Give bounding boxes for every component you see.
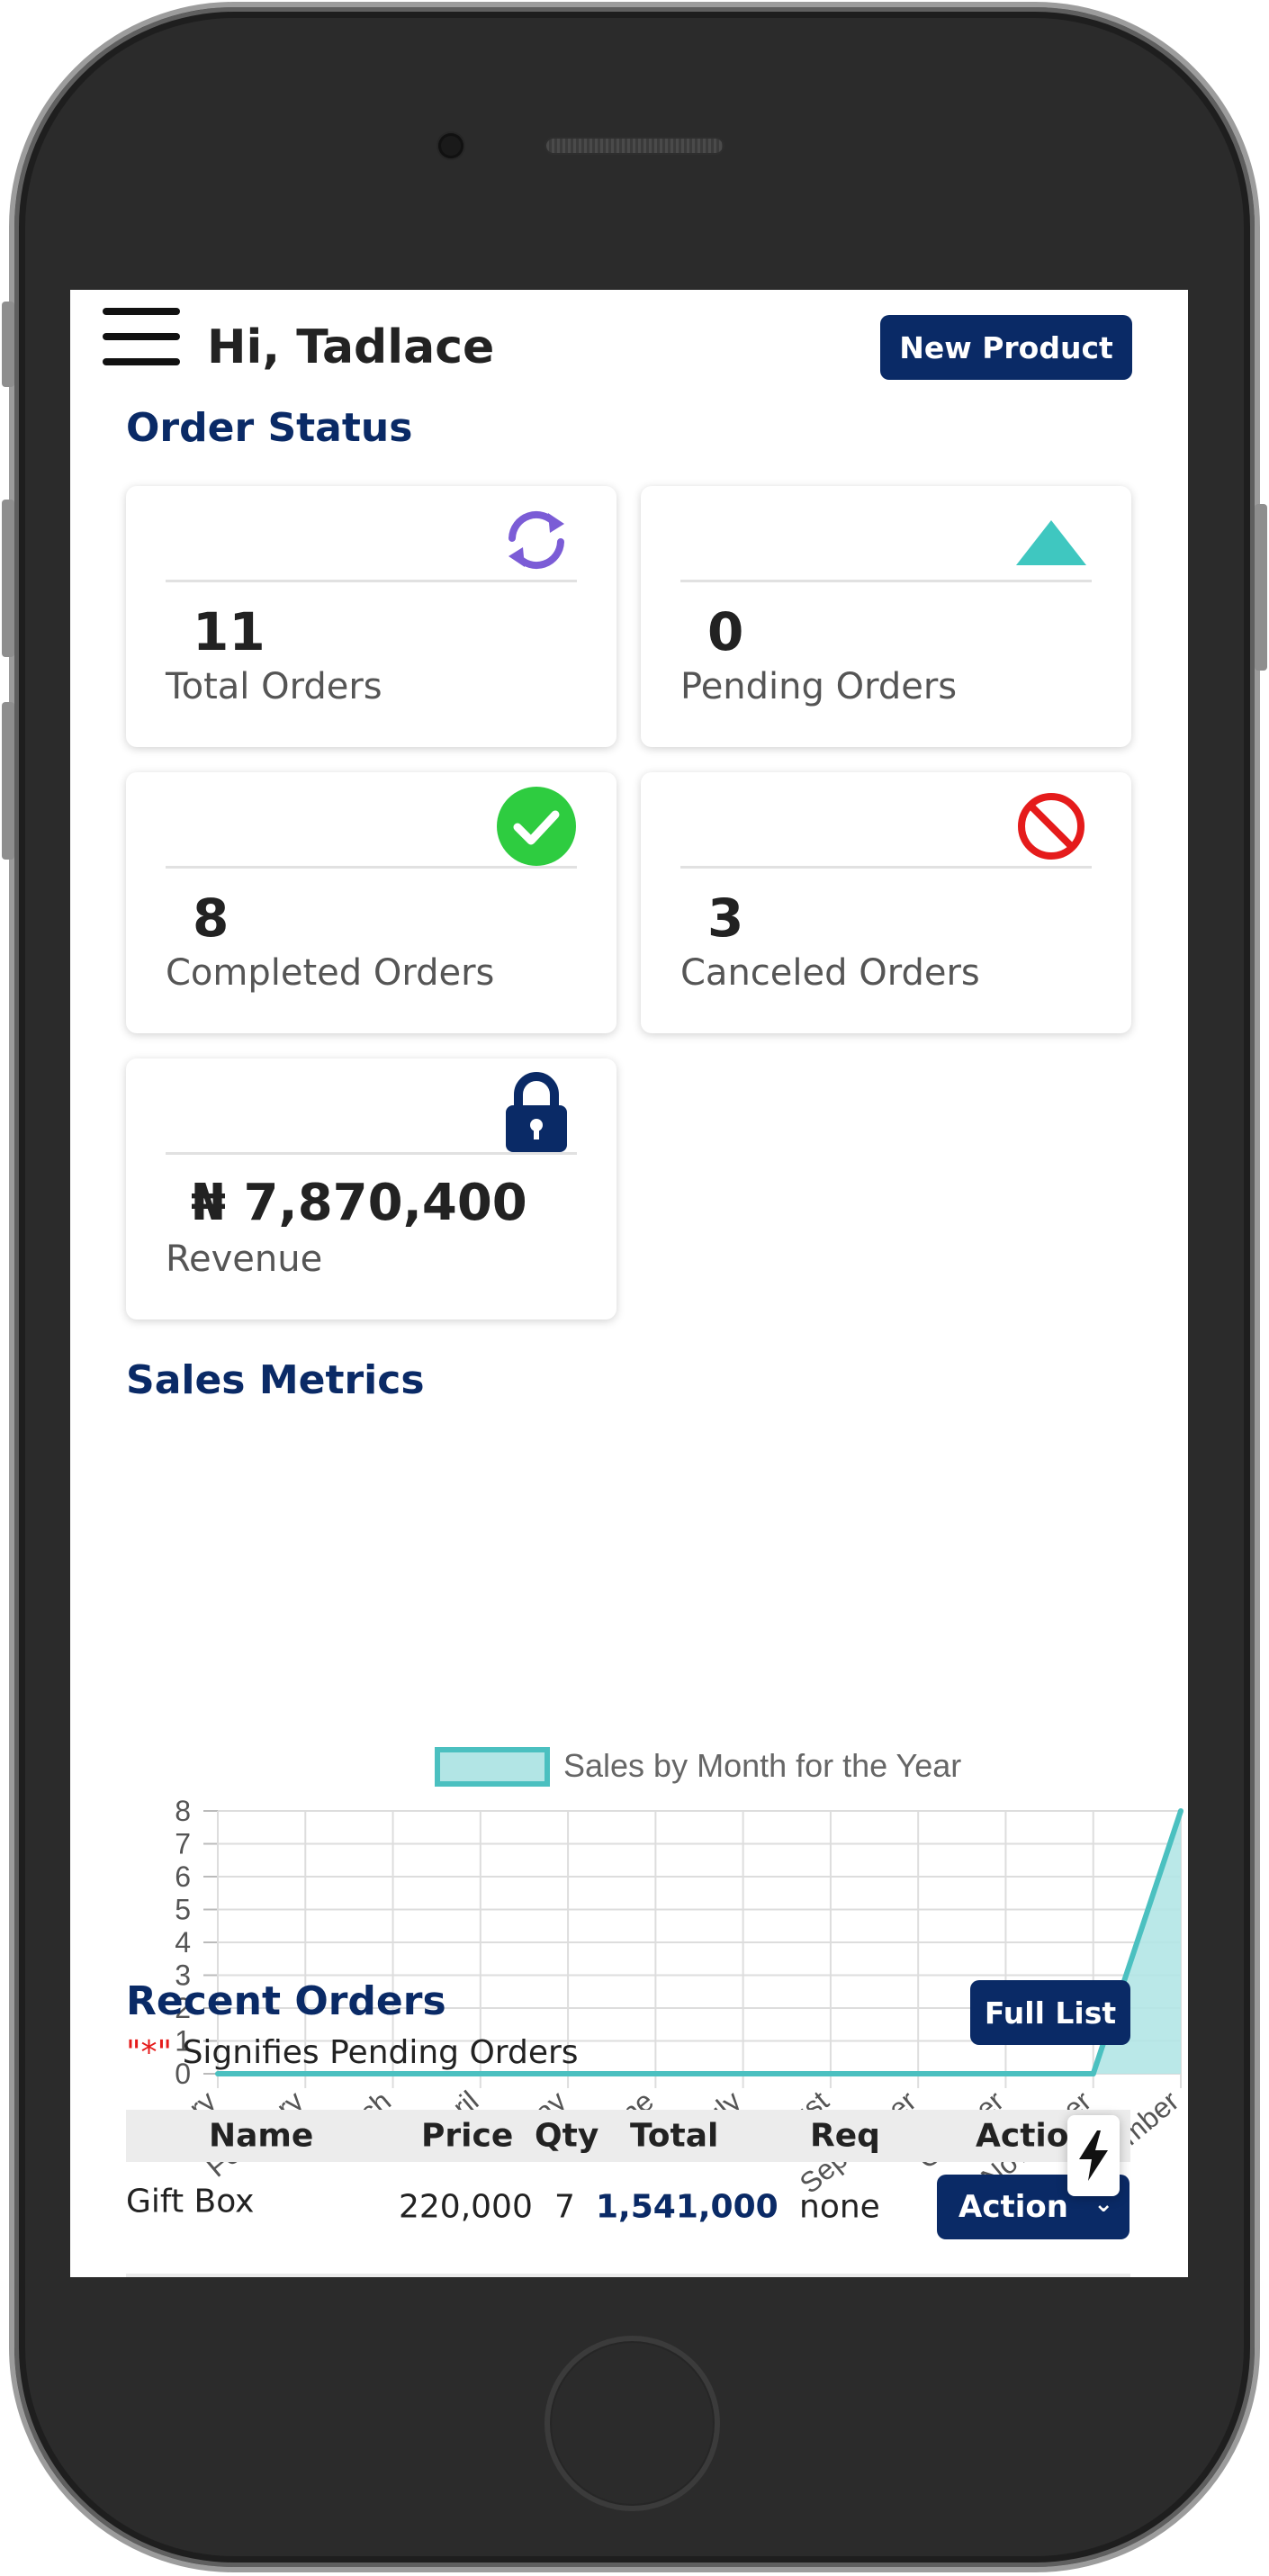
stat-value: 8 bbox=[193, 887, 230, 949]
refresh-icon bbox=[496, 504, 577, 576]
stat-card-canceled-orders: 3 Canceled Orders bbox=[641, 772, 1131, 1033]
table-footer-bar bbox=[126, 2274, 1130, 2277]
card-divider bbox=[166, 580, 577, 582]
lock-icon bbox=[496, 1072, 577, 1152]
action-dropdown-button[interactable]: Action ⌄ bbox=[937, 2175, 1130, 2239]
y-tick-label: 1 bbox=[175, 2025, 191, 2058]
order-req: none bbox=[799, 2188, 880, 2226]
table-row: Gift Box 220,000 7 1,541,000 none bbox=[126, 2162, 1130, 2252]
data-point bbox=[827, 2071, 833, 2076]
y-tick-label: 3 bbox=[175, 1959, 191, 1992]
recent-orders-title: Recent Orders bbox=[126, 1978, 446, 2024]
y-tick-label: 4 bbox=[175, 1926, 191, 1959]
home-button[interactable] bbox=[544, 2336, 720, 2511]
card-divider bbox=[680, 580, 1092, 582]
phone-side-button bbox=[2, 500, 14, 657]
card-divider bbox=[166, 1152, 577, 1155]
data-point bbox=[1003, 2071, 1009, 2076]
column-header-total: Total bbox=[630, 2117, 719, 2155]
full-list-button[interactable]: Full List bbox=[970, 1980, 1130, 2045]
column-header-name: Name bbox=[209, 2117, 314, 2155]
y-tick-label: 8 bbox=[175, 1795, 191, 1827]
phone-side-button bbox=[1255, 504, 1267, 671]
order-name: Gift Box bbox=[126, 2183, 255, 2220]
column-header-action: Actio bbox=[976, 2117, 1069, 2155]
triangle-up-icon bbox=[1011, 504, 1092, 576]
y-tick-label: 0 bbox=[175, 2058, 191, 2090]
column-header-qty: Qty bbox=[535, 2117, 599, 2155]
chevron-down-icon: ⌄ bbox=[1094, 2191, 1113, 2218]
data-point bbox=[915, 2071, 922, 2076]
lightning-icon[interactable] bbox=[1067, 2115, 1120, 2196]
stat-value: 0 bbox=[707, 601, 744, 662]
column-header-req: Req bbox=[810, 2117, 880, 2155]
y-tick-label: 5 bbox=[175, 1894, 191, 1926]
check-circle-icon bbox=[496, 787, 577, 866]
legend-swatch bbox=[435, 1747, 550, 1787]
data-point bbox=[565, 2071, 572, 2076]
stat-label: Pending Orders bbox=[680, 666, 958, 707]
stat-label: Completed Orders bbox=[166, 952, 495, 994]
pending-note: "*" Signifies Pending Orders bbox=[126, 2034, 579, 2071]
ban-icon bbox=[1011, 790, 1092, 862]
data-point bbox=[1178, 1808, 1184, 1814]
greeting-title: Hi, Tadlace bbox=[207, 320, 495, 374]
stat-label: Revenue bbox=[166, 1238, 323, 1280]
stat-label: Canceled Orders bbox=[680, 952, 980, 994]
pending-note-star: "*" bbox=[126, 2034, 173, 2071]
y-tick-label: 7 bbox=[175, 1828, 191, 1860]
legend-label: Sales by Month for the Year bbox=[563, 1747, 961, 1784]
pending-note-text: Signifies Pending Orders bbox=[172, 2034, 579, 2071]
order-status-title: Order Status bbox=[126, 405, 413, 451]
stat-value: 3 bbox=[707, 887, 744, 949]
column-header-price: Price bbox=[421, 2117, 514, 2155]
stat-card-completed-orders: 8 Completed Orders bbox=[126, 772, 616, 1033]
stat-card-pending-orders: 0 Pending Orders bbox=[641, 486, 1131, 747]
y-tick-label: 2 bbox=[175, 1992, 191, 2024]
menu-icon[interactable] bbox=[103, 308, 180, 365]
card-divider bbox=[166, 866, 577, 869]
data-point bbox=[1090, 2071, 1096, 2076]
app-screen: Hi, Tadlace New Product Order Status 11 … bbox=[70, 290, 1188, 2277]
phone-side-button bbox=[2, 702, 14, 860]
data-point bbox=[302, 2071, 309, 2076]
y-tick-label: 6 bbox=[175, 1860, 191, 1893]
stat-label: Total Orders bbox=[166, 666, 382, 707]
phone-side-button bbox=[2, 302, 14, 387]
data-point bbox=[390, 2071, 396, 2076]
card-divider bbox=[680, 866, 1092, 869]
series-line bbox=[218, 1810, 1184, 2076]
data-point bbox=[215, 2071, 220, 2076]
camera-icon bbox=[438, 133, 464, 158]
speaker-grille bbox=[544, 137, 724, 155]
data-point bbox=[652, 2071, 659, 2076]
stat-card-total-orders: 11 Total Orders bbox=[126, 486, 616, 747]
stat-value: 11 bbox=[193, 601, 266, 662]
sales-metrics-title: Sales Metrics bbox=[126, 1357, 425, 1403]
orders-table-header: Name Price Qty Total Req Actio bbox=[126, 2110, 1130, 2162]
stat-value: ₦ 7,870,400 bbox=[191, 1174, 527, 1232]
new-product-button[interactable]: New Product bbox=[880, 315, 1132, 380]
action-label: Action bbox=[958, 2189, 1068, 2225]
order-total: 1,541,000 bbox=[596, 2188, 778, 2226]
data-point bbox=[477, 2071, 483, 2076]
stat-card-revenue: ₦ 7,870,400 Revenue bbox=[126, 1058, 616, 1320]
order-price: 220,000 bbox=[399, 2188, 533, 2226]
order-qty: 7 bbox=[554, 2188, 575, 2226]
data-point bbox=[740, 2071, 746, 2076]
